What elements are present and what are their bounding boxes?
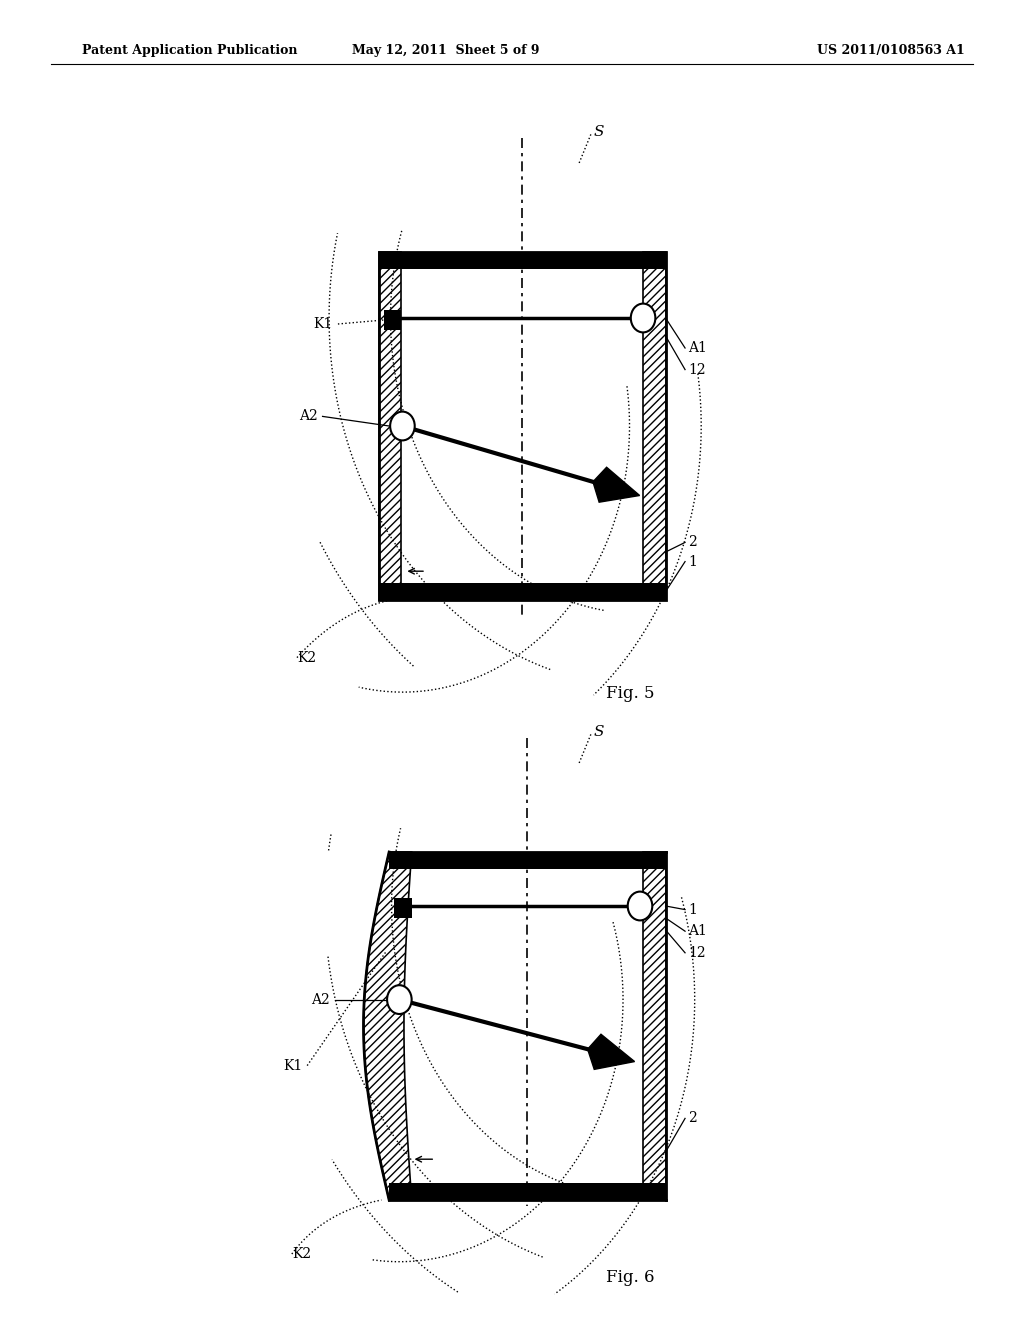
Text: K1: K1: [283, 1059, 302, 1073]
Text: Patent Application Publication: Patent Application Publication: [82, 44, 297, 57]
Bar: [643, 252, 666, 601]
Bar: [379, 583, 666, 601]
Bar: [389, 1183, 666, 1200]
Bar: [379, 252, 401, 601]
Polygon shape: [588, 1035, 635, 1069]
Circle shape: [390, 412, 415, 441]
Text: A1: A1: [688, 341, 707, 355]
Bar: [389, 851, 666, 869]
Text: A1: A1: [688, 924, 707, 939]
Bar: [394, 898, 412, 917]
Text: 12: 12: [688, 363, 706, 376]
Bar: [401, 269, 643, 583]
Text: Fig. 5: Fig. 5: [605, 685, 654, 702]
Text: 2: 2: [688, 536, 697, 549]
Text: K2: K2: [297, 651, 316, 664]
Text: A2: A2: [311, 993, 330, 1007]
Bar: [384, 310, 401, 330]
Text: S: S: [594, 125, 604, 139]
Text: Fig. 6: Fig. 6: [605, 1270, 654, 1287]
Text: 1: 1: [688, 554, 697, 569]
Circle shape: [387, 985, 412, 1014]
Text: K1: K1: [313, 317, 333, 331]
Polygon shape: [593, 467, 640, 502]
Text: May 12, 2011  Sheet 5 of 9: May 12, 2011 Sheet 5 of 9: [351, 44, 540, 57]
Circle shape: [631, 304, 655, 333]
Text: A2: A2: [299, 409, 317, 424]
Text: K2: K2: [292, 1247, 311, 1261]
Bar: [412, 869, 643, 1183]
Bar: [643, 851, 666, 1200]
Bar: [379, 252, 666, 269]
Polygon shape: [364, 851, 412, 1200]
Bar: [379, 252, 666, 601]
Text: 2: 2: [688, 1111, 697, 1126]
Text: US 2011/0108563 A1: US 2011/0108563 A1: [817, 44, 965, 57]
Text: S: S: [594, 725, 604, 739]
Circle shape: [628, 891, 652, 920]
Text: 12: 12: [688, 946, 706, 960]
Text: 1: 1: [688, 903, 697, 916]
